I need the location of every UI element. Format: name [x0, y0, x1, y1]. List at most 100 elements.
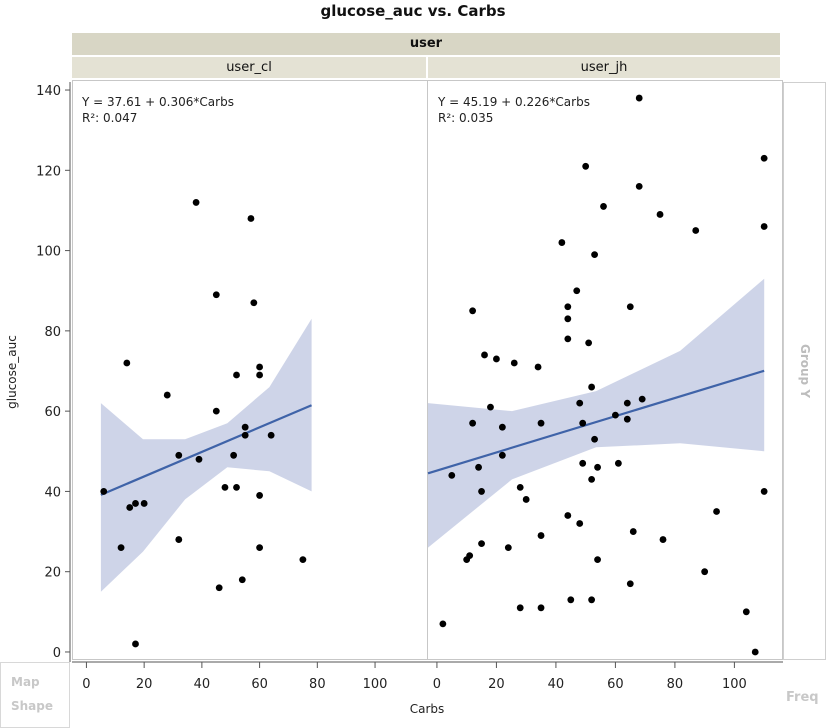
data-point [594, 556, 601, 564]
x-tick-label: 0 [82, 677, 90, 692]
equation-user-cl: Y = 37.61 + 0.306*Carbs R²: 0.047 [82, 95, 234, 125]
data-point [623, 415, 631, 423]
data-point [478, 540, 485, 547]
data-point [600, 203, 607, 210]
regression-line [100, 404, 312, 496]
data-point [579, 459, 587, 467]
x-tick-label: 60 [607, 677, 624, 692]
y-axis-label: glucose_auc [5, 335, 19, 409]
data-point [582, 162, 590, 170]
data-point [215, 584, 223, 592]
x-tick-label: 100 [722, 677, 747, 692]
group-y-drop-zone[interactable] [783, 82, 826, 660]
data-point [493, 355, 500, 363]
y-tick-label: 140 [36, 84, 61, 99]
data-point [475, 463, 482, 471]
data-point [516, 604, 524, 612]
data-point [117, 544, 125, 552]
data-point [250, 299, 258, 307]
data-point [537, 604, 545, 612]
data-point [579, 419, 587, 427]
data-point [256, 544, 264, 552]
data-point [212, 407, 220, 415]
data-point [760, 488, 768, 495]
data-point [100, 488, 108, 495]
regression-line [427, 369, 765, 475]
data-point [701, 568, 709, 576]
data-point [247, 215, 255, 222]
data-point [175, 451, 183, 459]
data-point [612, 411, 619, 419]
y-tick-label: 120 [36, 164, 61, 179]
data-point [564, 315, 572, 323]
data-point [623, 399, 631, 407]
shape-label: Shape [11, 699, 54, 713]
map-shape-drop-zone[interactable]: Map Shape [0, 662, 70, 728]
freq-drop-zone[interactable]: Freq [786, 690, 819, 705]
data-point [510, 359, 518, 367]
data-point [469, 419, 477, 427]
x-tick-label: 40 [194, 677, 211, 692]
data-point [576, 520, 584, 527]
chart-title: glucose_auc vs. Carbs [320, 2, 506, 20]
data-point [626, 580, 634, 588]
data-point [558, 239, 566, 246]
data-point [760, 223, 768, 230]
panel-header-user-jh[interactable]: user_jh [428, 57, 780, 78]
data-point [591, 435, 598, 443]
data-point [123, 359, 131, 367]
data-point [635, 94, 643, 102]
data-point [469, 307, 477, 315]
plot-panel-user-cl[interactable] [72, 80, 428, 660]
data-point [626, 303, 634, 311]
data-point [140, 500, 148, 507]
data-point [175, 536, 183, 543]
panel-header-user-cl[interactable]: user_cl [72, 57, 426, 78]
data-point [588, 383, 596, 391]
data-point [212, 291, 220, 299]
x-tick-label: 100 [363, 677, 388, 692]
data-point [742, 608, 750, 616]
data-point [564, 335, 572, 343]
data-point [585, 339, 593, 347]
equation-user-jh: Y = 45.19 + 0.226*Carbs R²: 0.035 [438, 95, 590, 125]
data-point [241, 431, 249, 439]
data-point [638, 395, 646, 403]
data-point [132, 500, 139, 507]
data-point [256, 363, 264, 371]
y-tick-label: 20 [44, 566, 61, 581]
data-point [233, 371, 240, 379]
data-point [126, 504, 134, 511]
data-point [256, 492, 264, 499]
data-point [713, 508, 720, 515]
data-point [195, 455, 203, 463]
data-point [481, 351, 488, 359]
data-point [591, 251, 598, 258]
data-point [567, 596, 575, 604]
data-point [537, 532, 545, 539]
x-tick-label: 80 [667, 677, 684, 692]
data-point [466, 552, 474, 560]
data-point [588, 475, 596, 483]
confidence-band [100, 318, 312, 592]
data-point [230, 451, 238, 459]
data-point [751, 648, 759, 656]
data-point [576, 399, 584, 407]
y-tick-label: 0 [53, 646, 61, 661]
data-point [635, 182, 643, 190]
data-point [238, 576, 246, 584]
group-header[interactable]: user [72, 33, 780, 55]
x-tick-label: 60 [251, 677, 268, 692]
data-point [256, 371, 264, 379]
x-tick-label: 20 [488, 677, 505, 692]
y-tick-label: 100 [36, 245, 61, 260]
data-point [594, 463, 601, 471]
y-tick-label: 80 [44, 325, 61, 340]
data-point [498, 423, 506, 431]
x-tick-label: 20 [136, 677, 153, 692]
data-point [564, 303, 572, 311]
data-point [192, 199, 200, 206]
data-point [534, 363, 542, 371]
confidence-band [428, 278, 765, 548]
